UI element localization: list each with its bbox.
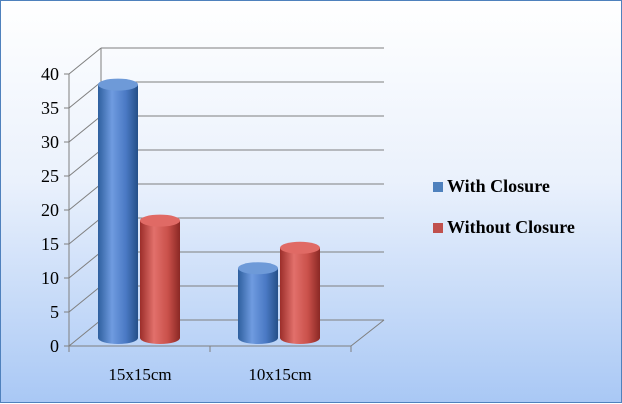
y-tick-label: 10 <box>41 268 59 288</box>
legend-label: Without Closure <box>447 217 575 237</box>
y-tick-label: 35 <box>41 98 59 118</box>
x-category-label: 15x15cm <box>108 365 171 384</box>
x-category-label: 10x15cm <box>248 365 311 384</box>
legend-swatch <box>433 223 443 233</box>
legend-label: With Closure <box>447 176 550 196</box>
bars-layer <box>98 78 320 344</box>
legend-swatch <box>433 182 443 192</box>
y-tick-label: 5 <box>50 302 59 322</box>
legend: With Closure Without Closure <box>433 176 575 237</box>
y-tick-label: 25 <box>41 166 59 186</box>
y-tick-label: 15 <box>41 234 59 254</box>
y-tick-label: 40 <box>41 64 59 84</box>
cylinder-bar <box>280 241 320 344</box>
cylinder-bar <box>140 214 180 344</box>
y-tick-label: 20 <box>41 200 59 220</box>
y-tick-label: 0 <box>50 336 59 356</box>
y-tick-label: 30 <box>41 132 59 152</box>
cylinder-bar <box>238 262 278 344</box>
grid-layer <box>64 47 385 352</box>
labels-layer: 0 5 10 15 20 25 30 35 40 15x15cm 10x15cm <box>41 64 312 384</box>
cylinder-bar <box>98 78 138 344</box>
